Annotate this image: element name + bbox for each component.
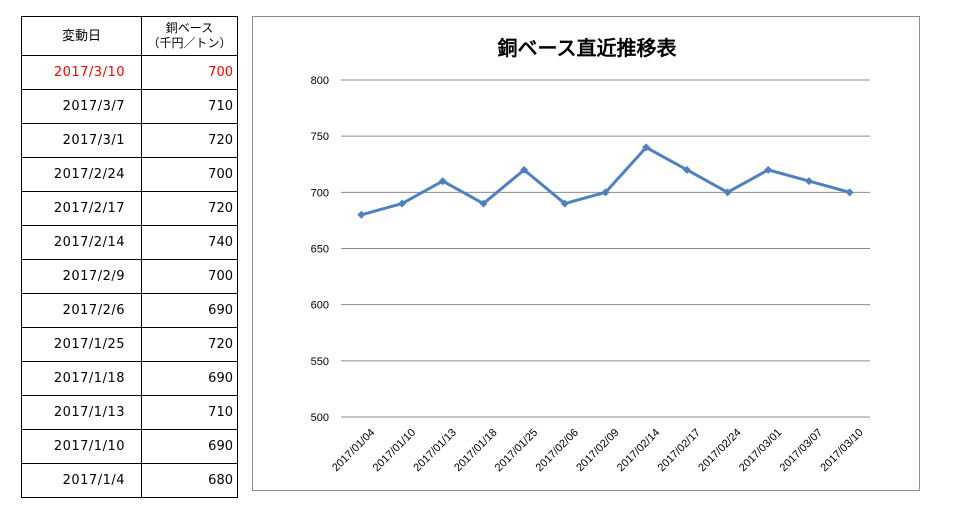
series xyxy=(357,143,854,219)
data-point xyxy=(357,210,366,219)
row-date: 2017/1/10 xyxy=(21,429,142,464)
table-row: 2017/3/7 710 xyxy=(21,89,238,124)
y-tick-label: 600 xyxy=(311,300,329,312)
row-price: 740 xyxy=(141,225,238,260)
row-date: 2017/3/1 xyxy=(21,123,142,158)
chart-area: 銅ベース直近推移表 500 550 600 650 700 750 800 2017/01/… xyxy=(252,16,920,491)
row-date: 2017/2/24 xyxy=(21,157,142,192)
row-price: 720 xyxy=(141,191,238,226)
x-tick-label: 2017/03/10 xyxy=(818,427,865,474)
row-price: 690 xyxy=(141,429,238,464)
x-tick-label: 2017/01/25 xyxy=(493,427,540,474)
row-date: 2017/1/4 xyxy=(21,463,142,498)
line-chart: 銅ベース直近推移表 500 550 600 650 700 750 800 2017/01/… xyxy=(311,36,870,474)
data-point xyxy=(398,199,407,208)
price-table: 変動日 銅ベース （千円／トン） 2017/3/10 700 2017/3/7 710… xyxy=(21,16,238,498)
x-tick-label: 2017/01/18 xyxy=(452,427,499,474)
data-point xyxy=(520,165,529,174)
row-price: 720 xyxy=(141,327,238,362)
data-point xyxy=(682,165,691,174)
y-tick-label: 800 xyxy=(311,75,329,87)
row-date: 2017/3/7 xyxy=(21,89,142,124)
table-row: 2017/1/10 690 xyxy=(21,429,238,464)
y-tick-label: 500 xyxy=(311,412,329,424)
header-price-line1: 銅ベース xyxy=(165,21,214,35)
row-date: 2017/1/25 xyxy=(21,327,142,362)
header-price: 銅ベース （千円／トン） xyxy=(141,16,238,56)
row-price: 700 xyxy=(141,157,238,192)
row-price: 690 xyxy=(141,293,238,328)
row-date: 2017/2/9 xyxy=(21,259,142,294)
table-row: 2017/3/1 720 xyxy=(21,123,238,158)
header-price-line2: （千円／トン） xyxy=(147,36,232,50)
table-row: 2017/1/18 690 xyxy=(21,361,238,396)
x-tick-label: 2017/02/06 xyxy=(534,427,581,474)
table-row: 2017/2/6 690 xyxy=(21,293,238,328)
table-row: 2017/2/24 700 xyxy=(21,157,238,192)
table-row: 2017/2/17 720 xyxy=(21,191,238,226)
y-tick-label: 700 xyxy=(311,187,329,199)
x-tick-label: 2017/01/10 xyxy=(371,427,418,474)
row-price: 700 xyxy=(141,55,238,90)
table-header-row: 変動日 銅ベース （千円／トン） xyxy=(21,16,238,56)
chart-title: 銅ベース直近推移表 xyxy=(498,36,678,60)
row-price: 710 xyxy=(141,395,238,430)
row-price: 690 xyxy=(141,361,238,396)
row-date: 2017/2/14 xyxy=(21,225,142,260)
data-point xyxy=(479,199,488,208)
y-tick-label: 750 xyxy=(311,131,329,143)
x-tick-label: 2017/02/14 xyxy=(615,427,662,474)
data-point xyxy=(723,188,732,197)
row-date: 2017/3/10 xyxy=(21,55,142,90)
table-row: 2017/1/25 720 xyxy=(21,327,238,362)
table-row: 2017/3/10 700 xyxy=(21,55,238,90)
x-tick-label: 2017/01/04 xyxy=(330,427,377,474)
y-tick-label: 650 xyxy=(311,244,329,256)
table-row: 2017/2/14 740 xyxy=(21,225,238,260)
table-row: 2017/2/9 700 xyxy=(21,259,238,294)
table-row: 2017/1/13 710 xyxy=(21,395,238,430)
data-point xyxy=(438,177,447,186)
x-tick-label: 2017/01/13 xyxy=(411,427,458,474)
header-date: 変動日 xyxy=(21,16,142,56)
series-line xyxy=(360,145,851,217)
x-axis-ticks: 2017/01/042017/01/102017/01/132017/01/18… xyxy=(330,427,866,474)
row-price: 720 xyxy=(141,123,238,158)
gridlines xyxy=(341,79,870,418)
row-price: 680 xyxy=(141,463,238,498)
x-tick-label: 2017/03/07 xyxy=(778,427,825,474)
table-row: 2017/1/4 680 xyxy=(21,463,238,498)
table-body: 2017/3/10 700 2017/3/7 710 2017/3/1 720 2017/2… xyxy=(21,55,238,498)
data-point xyxy=(601,188,610,197)
y-tick-label: 550 xyxy=(311,356,329,368)
data-point xyxy=(560,199,569,208)
x-tick-label: 2017/02/24 xyxy=(696,427,743,474)
row-date: 2017/1/13 xyxy=(21,395,142,430)
data-point xyxy=(642,143,651,152)
x-tick-label: 2017/02/17 xyxy=(656,427,703,474)
row-date: 2017/1/18 xyxy=(21,361,142,396)
row-date: 2017/2/6 xyxy=(21,293,142,328)
data-point xyxy=(845,188,854,197)
x-tick-label: 2017/03/01 xyxy=(737,427,784,474)
data-point xyxy=(764,165,773,174)
x-tick-label: 2017/02/09 xyxy=(574,427,621,474)
row-price: 700 xyxy=(141,259,238,294)
data-point xyxy=(804,177,813,186)
row-price: 710 xyxy=(141,89,238,124)
y-axis-ticks: 500 550 600 650 700 750 800 xyxy=(311,75,329,424)
row-date: 2017/2/17 xyxy=(21,191,142,226)
